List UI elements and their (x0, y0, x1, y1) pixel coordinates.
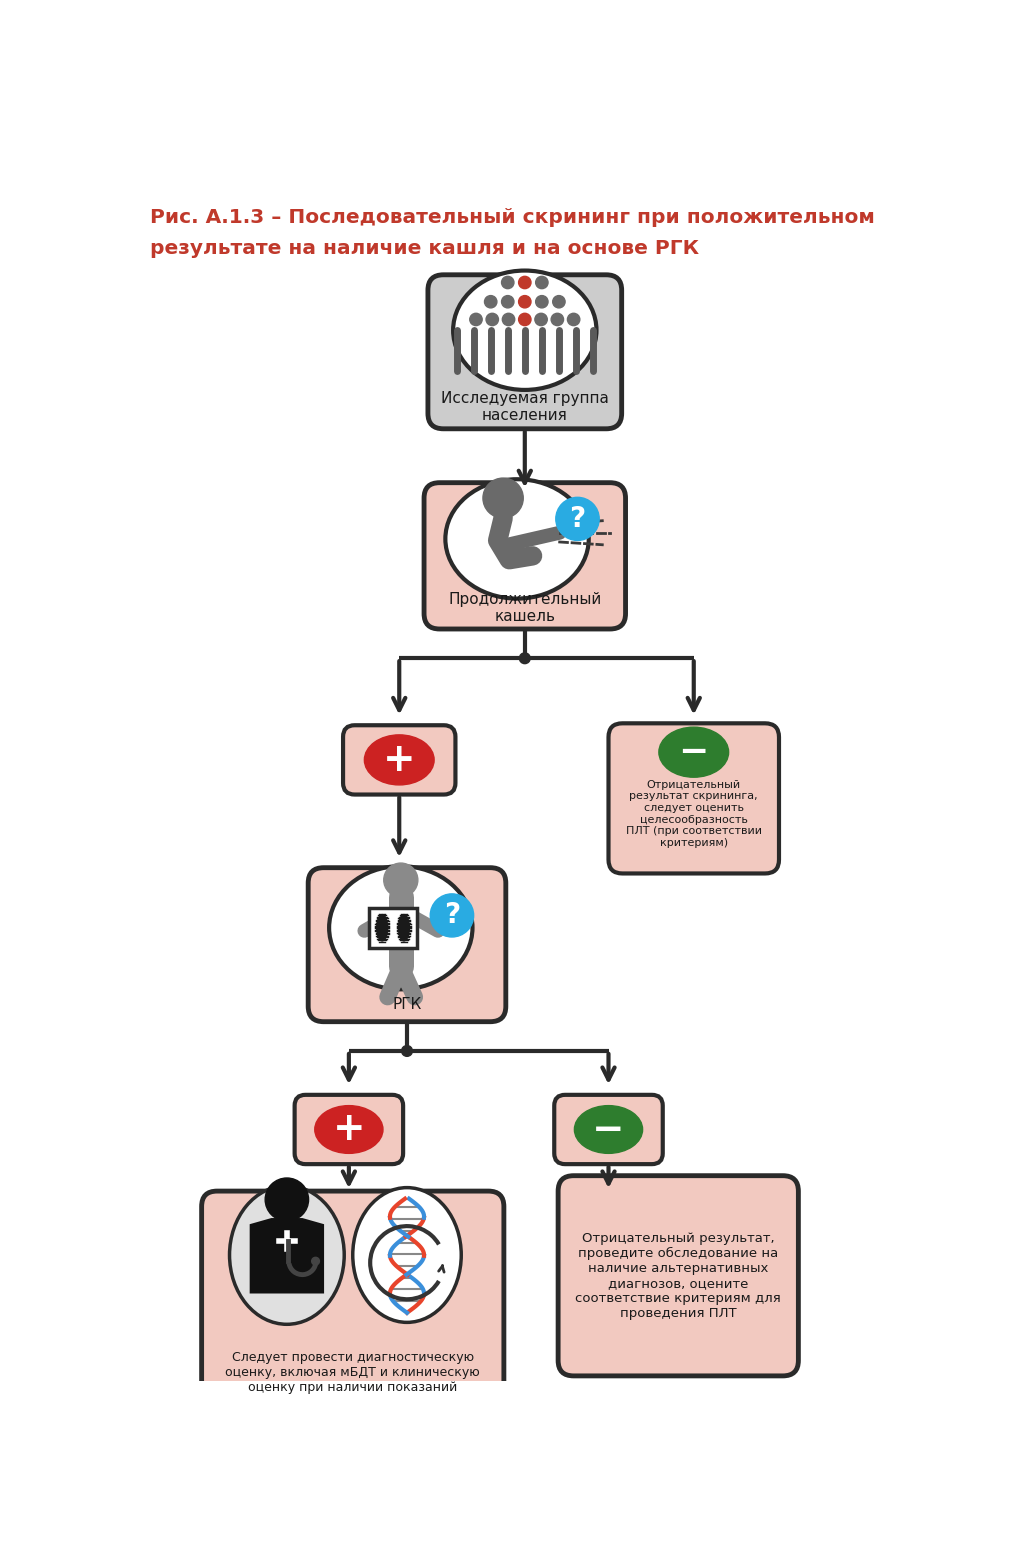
Text: +: + (333, 1111, 366, 1148)
Text: Продолжительный
кашель: Продолжительный кашель (449, 591, 601, 624)
Circle shape (556, 497, 599, 540)
FancyBboxPatch shape (369, 908, 417, 948)
Text: РГК: РГК (392, 998, 422, 1012)
Text: Отрицательный
результат скрининга,
следует оценить
целесообразность
ПЛТ (при соо: Отрицательный результат скрининга, следу… (626, 779, 762, 847)
Circle shape (518, 295, 531, 307)
Text: Отрицательный результат,
проведите обследование на
наличие альтернативных
диагно: Отрицательный результат, проведите обсле… (575, 1232, 781, 1319)
Circle shape (518, 314, 531, 326)
FancyBboxPatch shape (202, 1190, 504, 1398)
Circle shape (470, 314, 482, 326)
FancyBboxPatch shape (343, 725, 456, 795)
FancyBboxPatch shape (558, 1176, 799, 1377)
Ellipse shape (376, 914, 388, 942)
FancyBboxPatch shape (295, 1094, 403, 1164)
FancyBboxPatch shape (608, 723, 779, 874)
Text: ?: ? (443, 902, 460, 930)
Circle shape (553, 295, 565, 307)
Text: Исследуемая группа
населения: Исследуемая группа населения (441, 391, 608, 424)
Ellipse shape (658, 728, 729, 778)
Text: результате на наличие кашля и на основе РГК: результате на наличие кашля и на основе … (150, 239, 698, 258)
Circle shape (536, 276, 548, 289)
Circle shape (483, 478, 523, 518)
Circle shape (486, 314, 499, 326)
Circle shape (484, 295, 497, 307)
Polygon shape (250, 1218, 324, 1293)
Ellipse shape (329, 866, 472, 989)
Ellipse shape (453, 270, 597, 390)
Circle shape (503, 314, 515, 326)
Circle shape (536, 295, 548, 307)
Text: −: − (679, 736, 709, 770)
Ellipse shape (352, 1187, 461, 1322)
Circle shape (502, 295, 514, 307)
Text: ?: ? (569, 504, 586, 532)
Circle shape (401, 1046, 413, 1057)
Ellipse shape (397, 914, 410, 942)
Ellipse shape (314, 1105, 383, 1153)
Circle shape (502, 276, 514, 289)
Circle shape (519, 653, 530, 664)
Circle shape (551, 314, 563, 326)
Circle shape (430, 894, 474, 937)
Circle shape (567, 314, 580, 326)
Text: +: + (383, 740, 416, 779)
Ellipse shape (365, 734, 434, 785)
FancyBboxPatch shape (428, 275, 622, 428)
Ellipse shape (229, 1186, 344, 1324)
Text: Рис. А.1.3 – Последовательный скрининг при положительном: Рис. А.1.3 – Последовательный скрининг п… (150, 208, 874, 227)
FancyBboxPatch shape (308, 868, 506, 1021)
FancyBboxPatch shape (424, 483, 626, 629)
Circle shape (535, 314, 547, 326)
FancyBboxPatch shape (554, 1094, 663, 1164)
Circle shape (384, 863, 418, 897)
Text: Следует провести диагностическую
оценку, включая мБДТ и клиническую
оценку при н: Следует провести диагностическую оценку,… (225, 1350, 480, 1394)
Circle shape (518, 276, 531, 289)
Ellipse shape (445, 480, 589, 599)
Text: −: − (592, 1111, 625, 1148)
Circle shape (311, 1257, 319, 1265)
Circle shape (265, 1178, 308, 1221)
Ellipse shape (574, 1105, 643, 1153)
